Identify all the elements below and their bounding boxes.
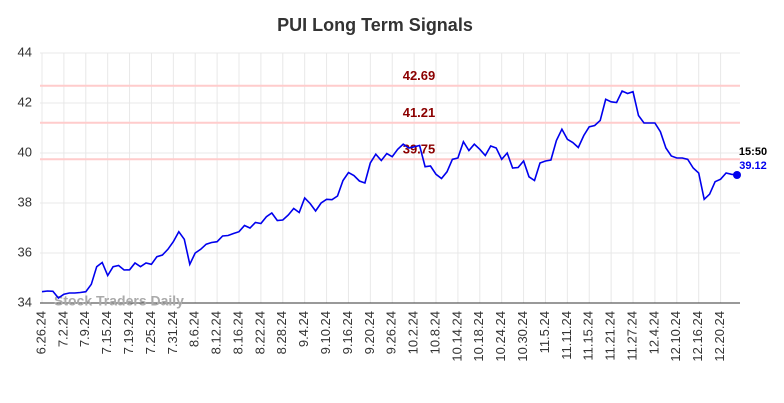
x-tick-label: 10.14.24: [449, 311, 464, 362]
x-tick-label: 11.5.24: [537, 311, 552, 353]
x-tick-label: 9.10.24: [318, 311, 333, 354]
x-tick-label: 7.15.24: [99, 311, 114, 354]
x-tick-label: 9.4.24: [296, 311, 311, 347]
x-tick-label: 11.11.24: [559, 311, 574, 360]
x-tick-label: 6.26.24: [33, 311, 48, 354]
y-tick-label: 38: [18, 194, 32, 209]
y-tick-label: 34: [18, 294, 32, 309]
x-tick-label: 11.21.24: [603, 311, 618, 361]
price-line: [41, 89, 738, 300]
x-tick-label: 10.30.24: [515, 311, 530, 362]
chart-title: PUI Long Term Signals: [277, 15, 473, 35]
x-tick-label: 10.24.24: [493, 311, 508, 362]
last-point: [733, 171, 741, 179]
last-value: 39.12: [739, 160, 767, 172]
x-tick-label: 12.4.24: [646, 311, 661, 354]
x-tick-label: 12.16.24: [690, 311, 705, 362]
x-tick-label: 8.22.24: [252, 311, 267, 354]
signal-label: 39.75: [403, 142, 436, 157]
x-tick-label: 9.26.24: [384, 311, 399, 354]
y-tick-label: 40: [18, 144, 32, 159]
x-tick-label: 7.25.24: [143, 311, 158, 354]
x-tick-label: 10.2.24: [406, 311, 421, 354]
y-tick-label: 44: [18, 44, 32, 59]
y-tick-label: 36: [18, 244, 32, 259]
x-tick-label: 7.9.24: [77, 311, 92, 347]
watermark: Stock Traders Daily: [54, 293, 184, 309]
x-tick-label: 8.6.24: [187, 311, 202, 347]
x-tick-label: 7.2.24: [55, 311, 70, 347]
x-tick-label: 12.20.24: [712, 311, 727, 362]
signal-label: 41.21: [403, 105, 436, 120]
x-tick-label: 9.20.24: [362, 311, 377, 354]
x-tick-label: 10.18.24: [471, 311, 486, 362]
x-tick-label: 8.28.24: [274, 311, 289, 354]
x-tick-label: 10.8.24: [427, 311, 442, 354]
y-tick-label: 42: [18, 94, 32, 109]
x-tick-label: 7.31.24: [165, 311, 180, 354]
x-tick-label: 8.12.24: [209, 311, 224, 354]
x-tick-label: 8.16.24: [230, 311, 245, 354]
signal-label: 42.69: [403, 68, 436, 83]
x-tick-label: 7.19.24: [121, 311, 136, 354]
last-time: 15:50: [739, 146, 767, 158]
x-tick-label: 11.27.24: [624, 311, 639, 361]
x-tick-label: 11.15.24: [581, 311, 596, 361]
x-tick-label: 12.10.24: [668, 311, 683, 362]
x-tick-label: 9.16.24: [340, 311, 355, 354]
